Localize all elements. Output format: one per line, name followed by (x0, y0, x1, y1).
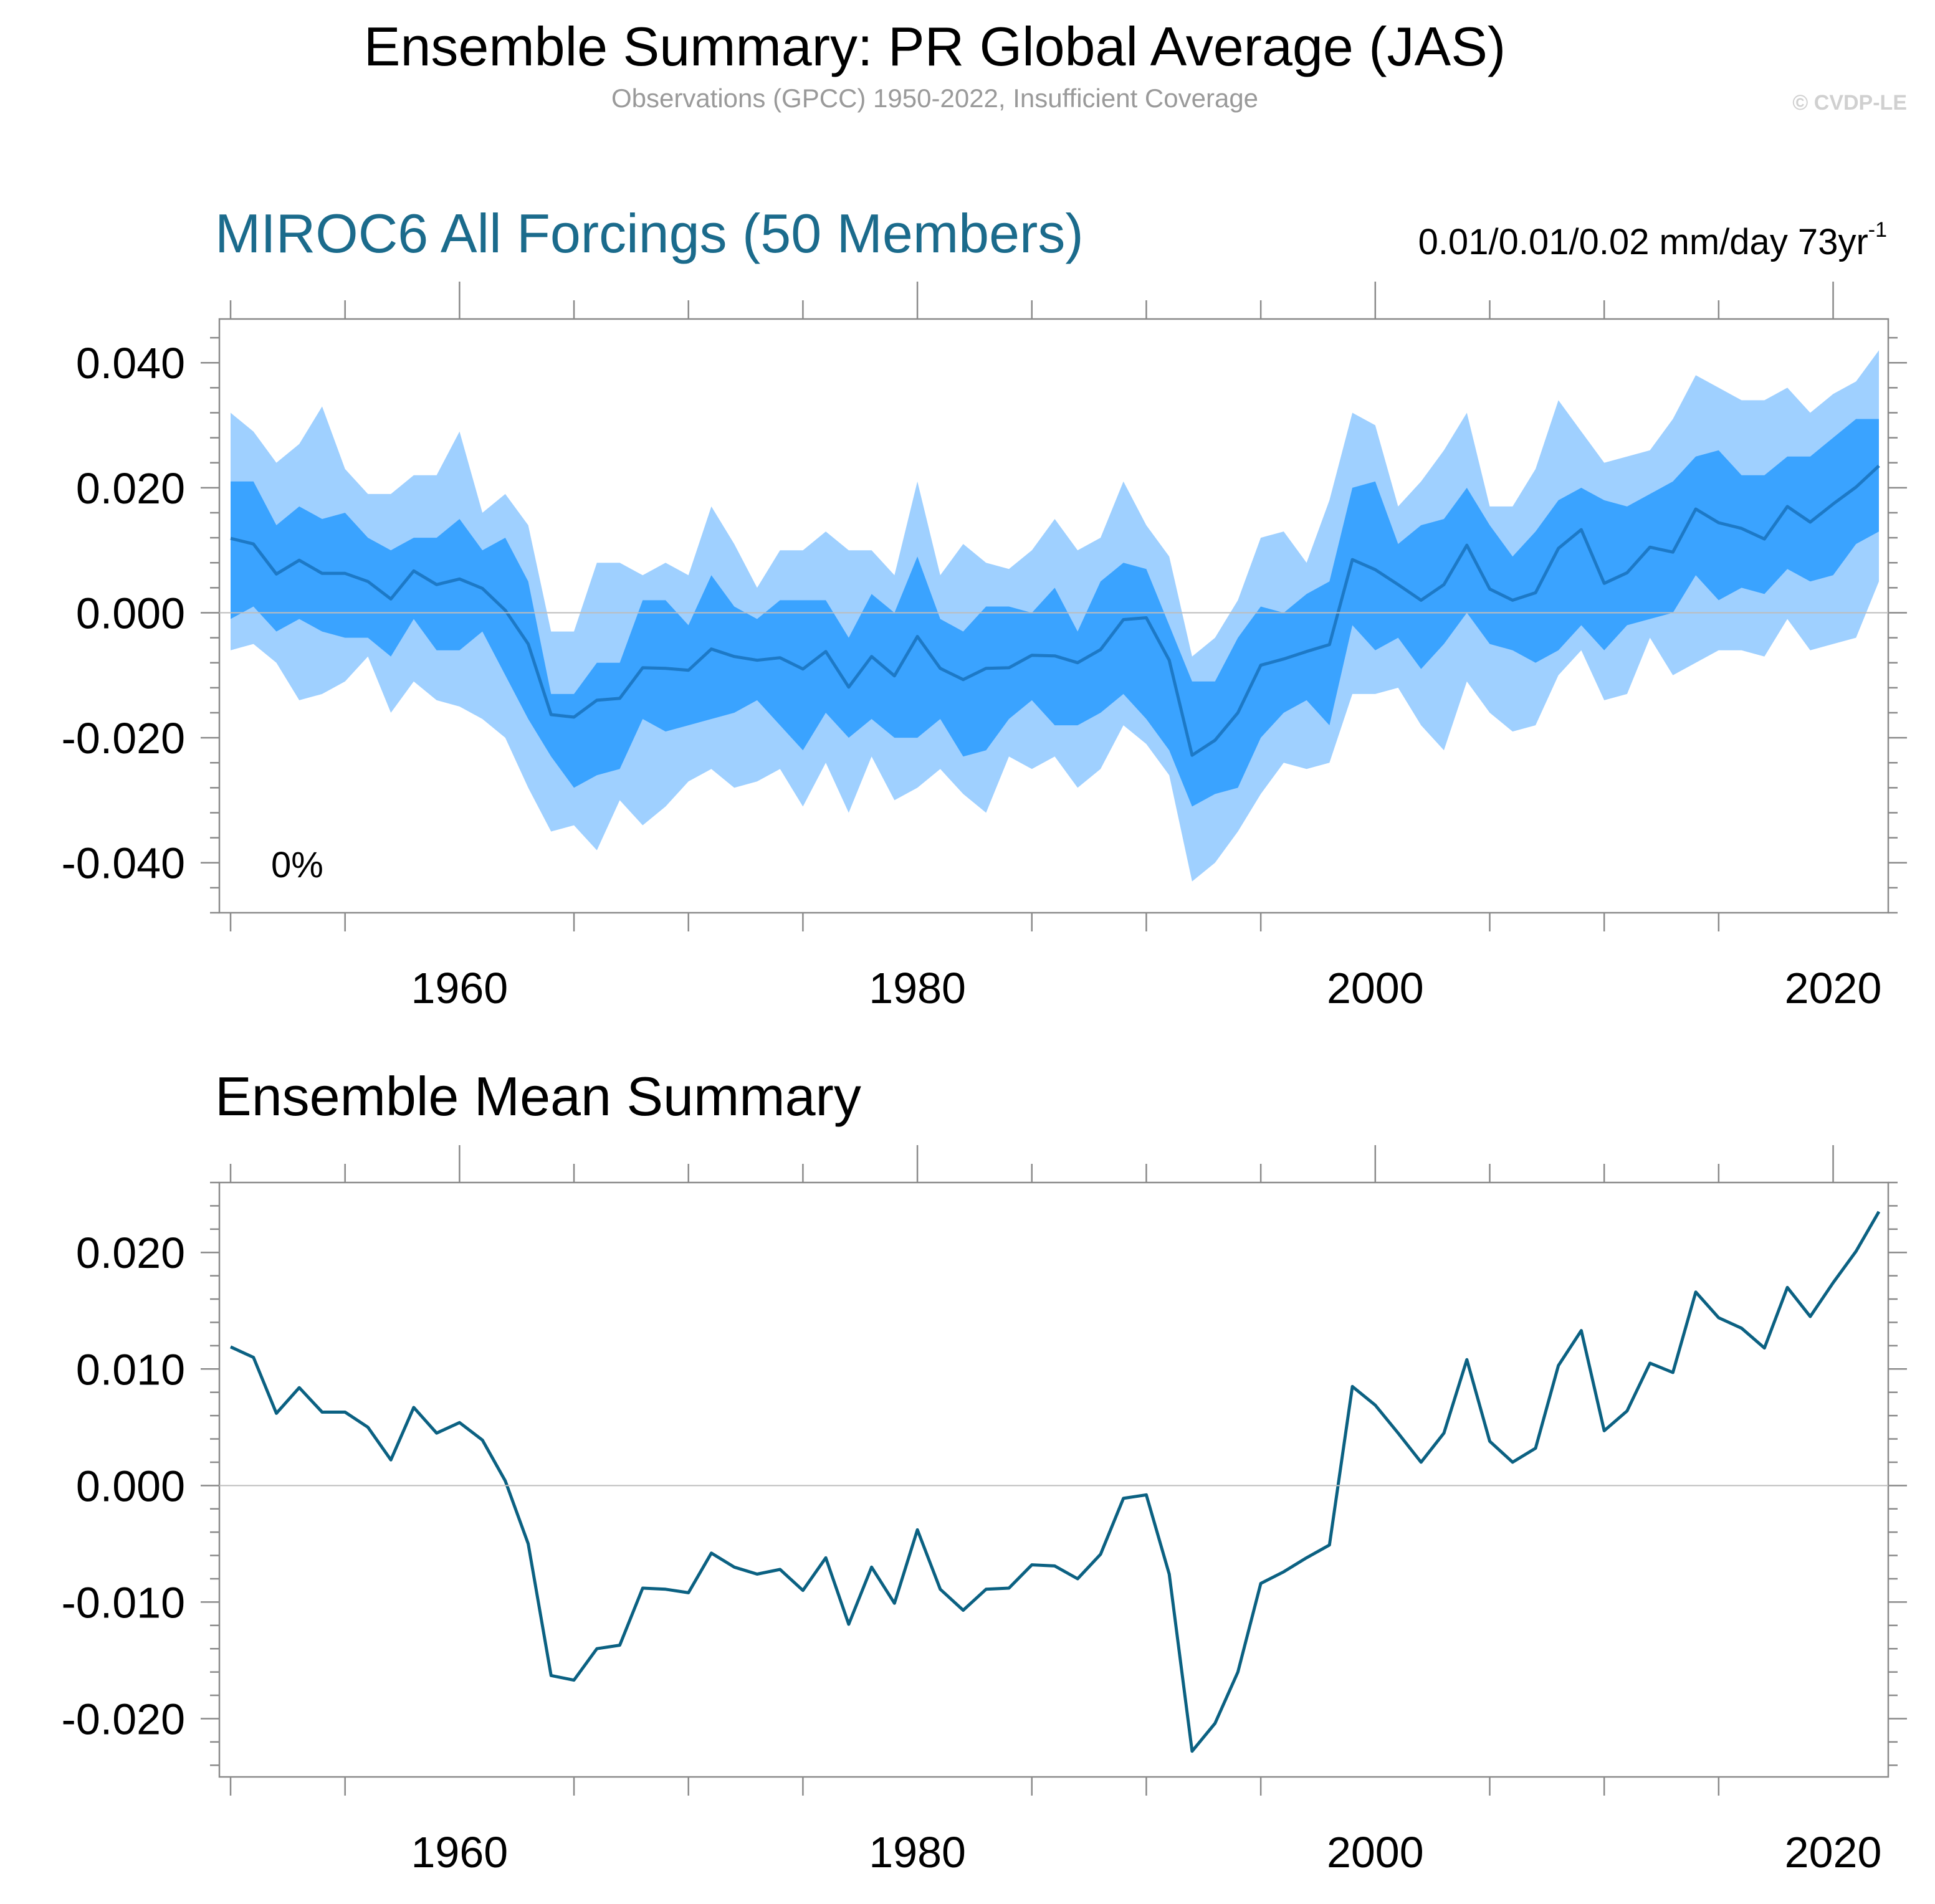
panel2-lines (229, 1211, 1881, 1753)
figure-title: Ensemble Summary: PR Global Average (JAS… (364, 16, 1506, 77)
panel1-frame (218, 318, 1890, 914)
panel2-y-tick-label: -0.020 (62, 1695, 185, 1743)
panel1-y-tick-label: 0.000 (76, 589, 185, 637)
panel1-trend-superscript: -1 (1868, 218, 1887, 242)
panel1-title: MIROC6 All Forcings (50 Members) (215, 202, 1084, 264)
panel1-y-tick-label: -0.020 (62, 714, 185, 763)
panel1-y-tick-label: 0.020 (76, 464, 185, 513)
copyright-label: © CVDP-LE (1792, 91, 1907, 115)
panel2-mean-line (229, 1211, 1881, 1753)
panel1-percent-annotation: 0% (271, 845, 323, 885)
panel2-y-tick-label: 0.000 (76, 1462, 185, 1510)
panel2-y-tick-label: 0.010 (76, 1345, 185, 1394)
panel2-y-tick-label: 0.020 (76, 1229, 185, 1277)
panel2-x-tick-label: 2020 (1785, 1828, 1882, 1877)
panel2-plot: 0.020 0.010 0.000 -0.010 -0.020 1960 1980 2000 2… (62, 1145, 1907, 1877)
panel2-x-tick-label: 1960 (411, 1828, 508, 1877)
panel2-frame (218, 1181, 1890, 1778)
panel1-plot: 0.040 0.020 0.000 -0.020 -0.040 1960 1980 2000 2… (62, 282, 1907, 1012)
panel1-x-tick-label: 1960 (411, 964, 508, 1012)
panel1-x-tick-label: 2000 (1327, 964, 1424, 1012)
panel1-bands (230, 350, 1880, 882)
panel1-mean-line (230, 464, 1880, 757)
panel1-x-tick-label: 2020 (1785, 964, 1882, 1012)
figure-subtitle: Observations (GPCC) 1950-2022, Insuffici… (611, 83, 1258, 113)
panel2-title: Ensemble Mean Summary (215, 1065, 861, 1127)
panel2-y-tick-label: -0.010 (62, 1578, 185, 1627)
panel1-x-tick-label: 1980 (869, 964, 966, 1012)
panel1-trend-text: 0.01/0.01/0.02 mm/day 73yr (1418, 222, 1868, 262)
panel1-y-tick-label: -0.040 (62, 839, 185, 888)
panel1-trend-label: 0.01/0.01/0.02 mm/day 73yr-1 (1418, 218, 1887, 262)
panel2-axes: 0.020 0.010 0.000 -0.010 -0.020 1960 1980 2000 2… (62, 1145, 1907, 1877)
panel1-y-tick-label: 0.040 (76, 339, 185, 388)
panel2-x-tick-label: 2000 (1327, 1828, 1424, 1877)
panel1-axes: 0.040 0.020 0.000 -0.020 -0.040 1960 1980 2000 2… (62, 282, 1907, 1012)
panel2-x-tick-label: 1980 (869, 1828, 966, 1877)
